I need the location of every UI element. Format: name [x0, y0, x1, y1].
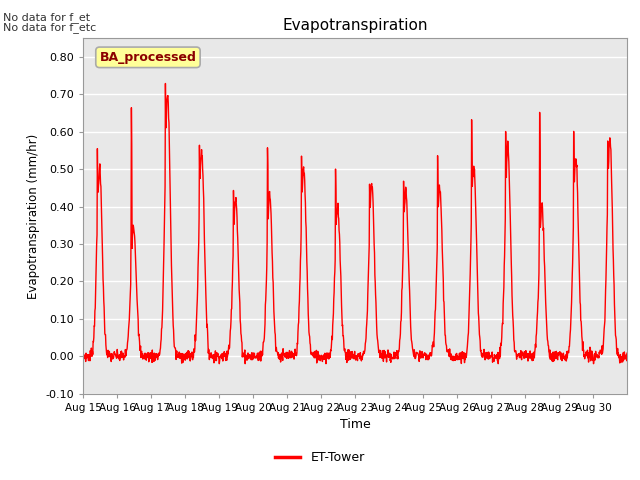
Text: No data for f_etc: No data for f_etc: [3, 22, 97, 33]
Text: BA_processed: BA_processed: [100, 51, 196, 64]
X-axis label: Time: Time: [340, 418, 371, 431]
Legend: ET-Tower: ET-Tower: [270, 446, 370, 469]
Text: No data for f_et: No data for f_et: [3, 12, 90, 23]
Title: Evapotranspiration: Evapotranspiration: [282, 18, 428, 33]
Y-axis label: Evapotranspiration (mm/hr): Evapotranspiration (mm/hr): [27, 133, 40, 299]
